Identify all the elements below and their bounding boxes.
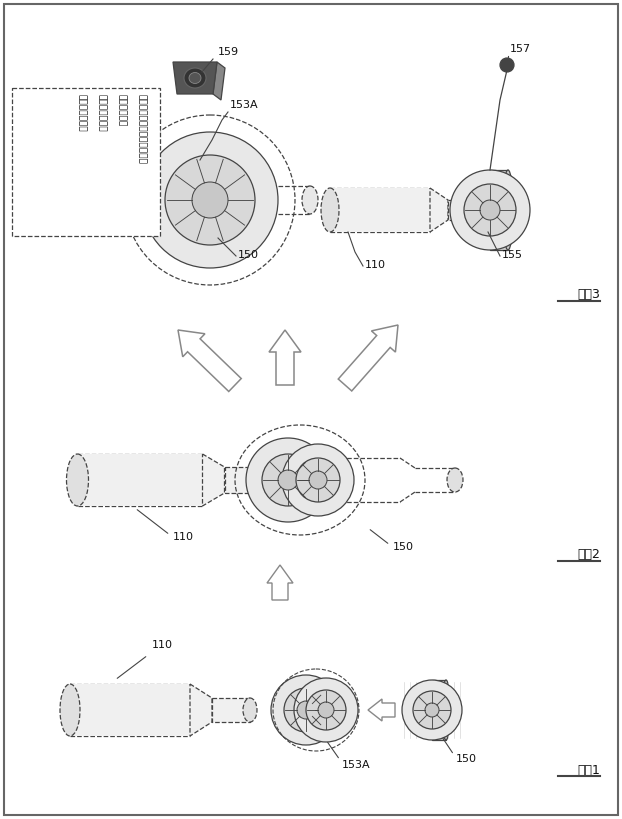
Polygon shape xyxy=(448,200,484,220)
Ellipse shape xyxy=(478,200,490,220)
Ellipse shape xyxy=(60,684,80,736)
Text: 110: 110 xyxy=(365,260,386,270)
Ellipse shape xyxy=(142,132,278,268)
Ellipse shape xyxy=(447,468,463,492)
Ellipse shape xyxy=(425,703,439,717)
Text: 工程1: 工程1 xyxy=(577,763,600,776)
Text: 150: 150 xyxy=(393,542,414,552)
Ellipse shape xyxy=(246,438,330,522)
Ellipse shape xyxy=(402,680,462,740)
FancyArrow shape xyxy=(269,330,301,385)
Text: 153A: 153A xyxy=(342,760,371,770)
Ellipse shape xyxy=(464,184,516,236)
Ellipse shape xyxy=(192,182,228,218)
Text: 調剤剰または: 調剤剰または xyxy=(118,94,126,126)
Polygon shape xyxy=(432,680,446,740)
Ellipse shape xyxy=(165,155,255,245)
Polygon shape xyxy=(213,62,225,100)
Polygon shape xyxy=(430,188,448,232)
Polygon shape xyxy=(190,684,212,736)
Ellipse shape xyxy=(297,701,315,719)
Ellipse shape xyxy=(302,186,318,214)
Polygon shape xyxy=(490,170,508,250)
Ellipse shape xyxy=(294,678,358,742)
Text: 手動で入力する: 手動で入力する xyxy=(78,94,86,132)
Text: 工程3: 工程3 xyxy=(577,288,600,301)
Polygon shape xyxy=(70,684,190,736)
Ellipse shape xyxy=(503,170,513,250)
Text: 155: 155 xyxy=(502,250,523,260)
Text: 110: 110 xyxy=(173,532,194,542)
Circle shape xyxy=(500,58,514,72)
Ellipse shape xyxy=(450,170,530,250)
Ellipse shape xyxy=(262,454,314,506)
Text: 153A: 153A xyxy=(230,100,259,110)
Ellipse shape xyxy=(309,471,327,489)
Polygon shape xyxy=(203,454,225,506)
Polygon shape xyxy=(212,698,250,722)
Polygon shape xyxy=(78,454,203,506)
Text: 150: 150 xyxy=(238,250,259,260)
Text: 150: 150 xyxy=(456,754,477,764)
Ellipse shape xyxy=(318,702,334,718)
Ellipse shape xyxy=(296,458,340,502)
Ellipse shape xyxy=(442,680,450,740)
Polygon shape xyxy=(330,188,430,232)
Ellipse shape xyxy=(306,690,346,730)
Ellipse shape xyxy=(284,688,328,732)
Text: 調剤制別識子を: 調剤制別識子を xyxy=(98,94,106,132)
FancyArrow shape xyxy=(178,330,241,391)
Ellipse shape xyxy=(189,73,201,84)
FancyArrow shape xyxy=(267,565,293,600)
Ellipse shape xyxy=(259,467,274,493)
Text: 157: 157 xyxy=(510,44,531,54)
Ellipse shape xyxy=(282,444,354,516)
Ellipse shape xyxy=(271,675,341,745)
Text: ユーザはバーコード、または: ユーザはバーコード、または xyxy=(137,94,147,164)
Ellipse shape xyxy=(243,698,257,722)
Ellipse shape xyxy=(413,691,451,729)
Ellipse shape xyxy=(184,68,206,88)
Ellipse shape xyxy=(321,188,339,232)
FancyArrow shape xyxy=(368,699,395,721)
Text: 工程2: 工程2 xyxy=(577,549,600,562)
Ellipse shape xyxy=(480,200,500,220)
Text: 159: 159 xyxy=(218,47,239,57)
Ellipse shape xyxy=(278,470,298,490)
Ellipse shape xyxy=(67,454,88,506)
FancyBboxPatch shape xyxy=(12,88,160,236)
Text: 110: 110 xyxy=(152,640,173,650)
Polygon shape xyxy=(173,62,217,94)
Polygon shape xyxy=(225,467,266,493)
FancyArrow shape xyxy=(338,325,398,391)
